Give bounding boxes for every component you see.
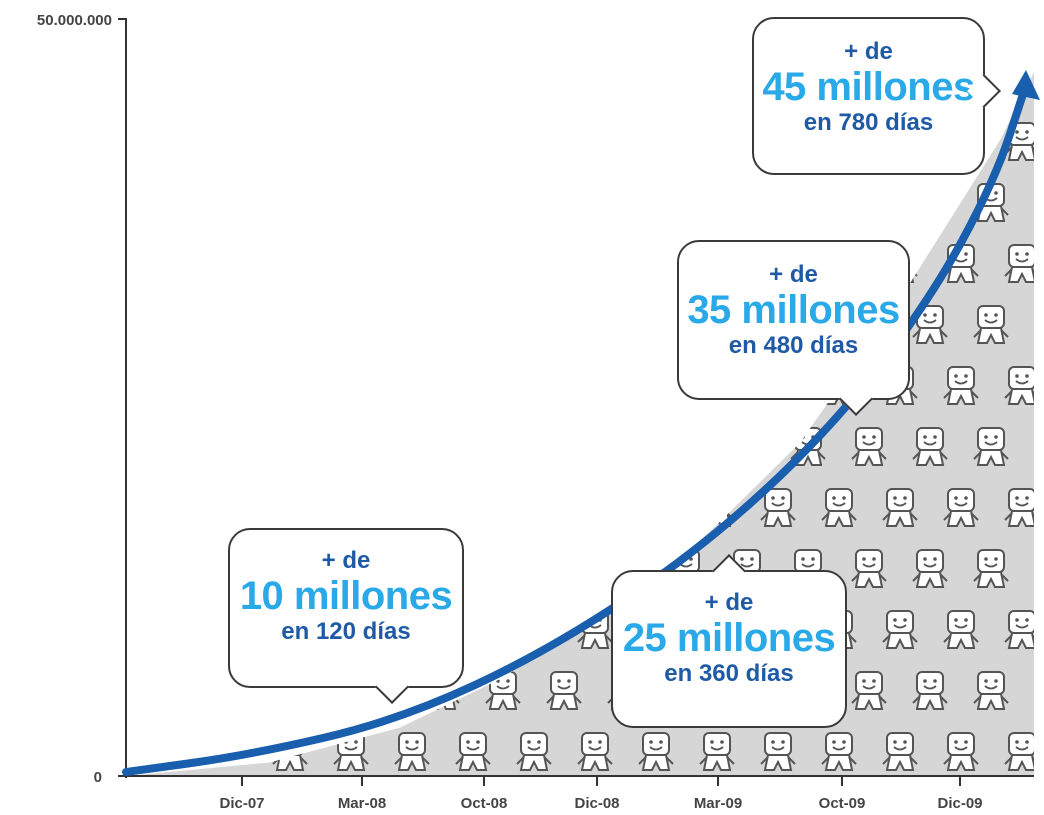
user-figure (424, 72, 460, 100)
user-figure (668, 427, 704, 466)
user-figure (333, 488, 369, 527)
user-figure (363, 305, 399, 344)
user-figure (333, 122, 369, 161)
user-figure (607, 427, 643, 466)
user-figure (607, 72, 643, 100)
user-figure (485, 183, 521, 222)
user-figure (333, 244, 369, 283)
user-figure (851, 183, 887, 222)
user-figure (516, 610, 552, 649)
user-figure (638, 244, 674, 283)
user-figure (790, 183, 826, 222)
annotation-25-millones: + de 25 millones en 360 días (611, 554, 847, 728)
user-figure (607, 305, 643, 344)
user-figure (272, 488, 308, 527)
user-figure (455, 122, 491, 161)
user-figure (394, 244, 430, 283)
arrowhead-icon (1012, 70, 1040, 100)
user-figure (455, 366, 491, 405)
user-figure (363, 183, 399, 222)
user-figure (546, 72, 582, 100)
user-figure (516, 366, 552, 405)
user-figure (516, 244, 552, 283)
user-figure (729, 427, 765, 466)
y-max-label: 50.000.000 (37, 12, 112, 29)
user-figure (912, 183, 948, 222)
user-figure (455, 488, 491, 527)
user-figure (638, 366, 674, 405)
user-figure (363, 72, 399, 100)
user-figure (333, 366, 369, 405)
user-figure (638, 488, 674, 527)
x-tick-label: Oct-08 (461, 795, 508, 812)
user-figure (668, 72, 704, 100)
user-figure (668, 183, 704, 222)
x-tick-label: Dic-09 (937, 795, 982, 812)
x-tick-label: Mar-08 (338, 795, 386, 812)
user-figure (485, 427, 521, 466)
user-figure (363, 427, 399, 466)
user-figure (577, 488, 613, 527)
user-figure (546, 305, 582, 344)
user-figure (607, 183, 643, 222)
user-figure (302, 305, 338, 344)
user-figure (424, 427, 460, 466)
user-figure (302, 183, 338, 222)
x-tick-label: Mar-09 (694, 795, 742, 812)
annotation-10-millones: + de 10 millones en 120 días (228, 528, 464, 704)
user-figure (729, 183, 765, 222)
user-figure (577, 244, 613, 283)
user-figure (485, 305, 521, 344)
user-figure (302, 72, 338, 100)
user-figure (394, 122, 430, 161)
user-figure (455, 244, 491, 283)
user-figure (272, 366, 308, 405)
user-figure (699, 122, 735, 161)
user-figure (272, 122, 308, 161)
user-figure (485, 72, 521, 100)
x-tick-label: Dic-08 (574, 795, 619, 812)
user-figure (394, 488, 430, 527)
user-figure (546, 549, 582, 588)
user-figure (302, 427, 338, 466)
x-axis-ticks: Dic-07 Mar-08 Oct-08 Dic-08 Mar-09 Oct-09 Dic-… (219, 776, 983, 812)
user-figure (424, 183, 460, 222)
x-tick-label: Dic-07 (219, 795, 264, 812)
user-figure (638, 122, 674, 161)
y-min-label: 0 (94, 769, 102, 786)
user-figure (546, 427, 582, 466)
x-tick-label: Oct-09 (819, 795, 866, 812)
annotation-45-millones: + de 45 millones en 780 días (752, 17, 1001, 175)
user-figure (577, 122, 613, 161)
user-figure (516, 122, 552, 161)
user-figure (516, 488, 552, 527)
user-figure (394, 366, 430, 405)
user-figure (272, 244, 308, 283)
annotation-35-millones: + de 35 millones en 480 días (677, 240, 910, 416)
user-figure (424, 305, 460, 344)
user-figure (577, 366, 613, 405)
user-figure (546, 183, 582, 222)
user-figure (485, 549, 521, 588)
